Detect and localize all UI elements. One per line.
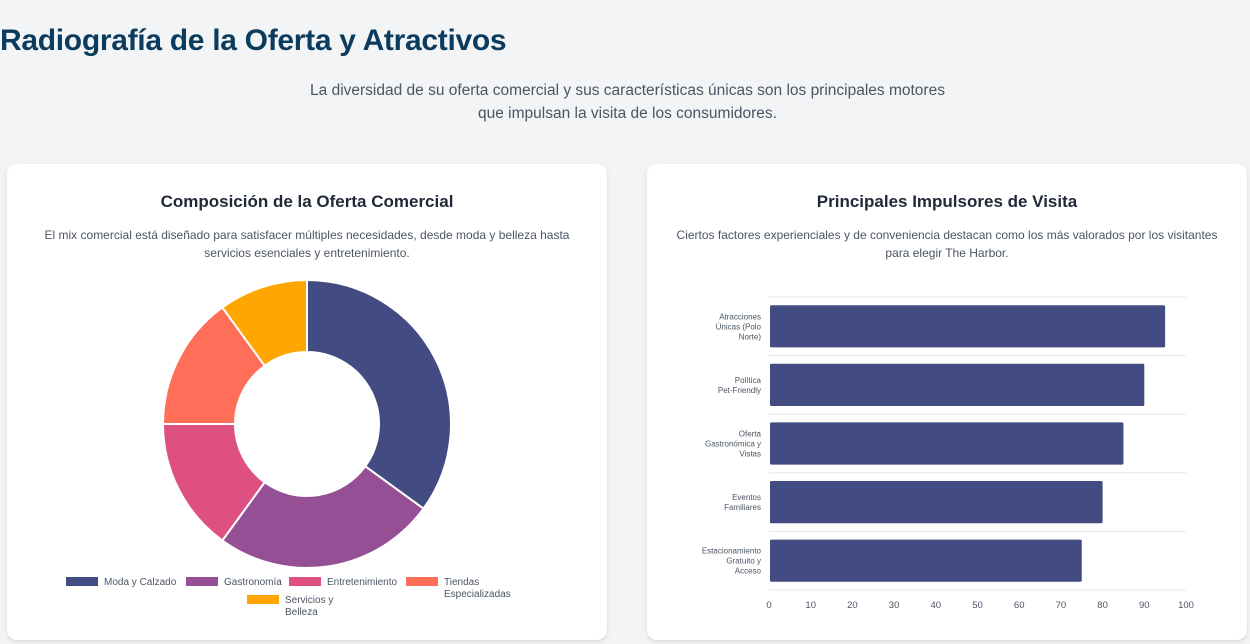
- category-label-atracciones-unicas-polo-norte: Atracciones Únicas (Polo Norte): [716, 312, 762, 341]
- horizontal-bar-chart: Atracciones Únicas (Polo Norte) Política Pet…: [702, 296, 1194, 611]
- visit-drivers-title: Principales Impulsores de Visita: [816, 192, 1078, 211]
- legend-item-entretenimiento[interactable]: Entretenimiento: [289, 577, 397, 588]
- category-label-oferta-gastronomica-y-vistas: Oferta Gastronómica y Vistas: [705, 430, 762, 459]
- legend-item-servicios-y-belleza[interactable]: Servicios y Belleza: [247, 595, 333, 618]
- x-tick-label: 20: [847, 600, 858, 611]
- legend-swatch: [186, 577, 218, 586]
- donut-slice-servicios-y-belleza[interactable]: [220, 278, 308, 368]
- legend-swatch: [406, 577, 438, 586]
- bar-oferta-gastronomica-y-vistas[interactable]: [770, 422, 1124, 465]
- donut-slice-gastronomia[interactable]: [220, 464, 425, 569]
- page-subtitle: La diversidad de su oferta comercial y s…: [310, 82, 945, 122]
- x-tick-label: 30: [889, 600, 900, 611]
- legend-swatch: [289, 577, 321, 586]
- x-tick-label: 0: [766, 600, 771, 611]
- legend-swatch: [247, 595, 279, 604]
- bar-estacionamiento-gratuito-y-acceso[interactable]: [770, 539, 1082, 582]
- x-tick-label: 50: [972, 600, 983, 611]
- offer-composition-description: El mix comercial está diseñado para sati…: [44, 228, 570, 260]
- visit-drivers-card: Principales Impulsores de Visita Ciertos…: [647, 164, 1247, 640]
- bar-atracciones-unicas-polo-norte[interactable]: [770, 305, 1166, 348]
- doughnut-chart: Moda y Calzado Gastronomía Entretenimiento…: [66, 278, 511, 618]
- offer-composition-card: Composición de la Oferta Comercial El mi…: [7, 164, 607, 640]
- x-tick-label: 90: [1139, 600, 1150, 611]
- x-tick-label: 60: [1014, 600, 1025, 611]
- legend-label: Tiendas Especializadas: [444, 577, 511, 600]
- legend-item-tiendas-especializadas[interactable]: Tiendas Especializadas: [406, 577, 511, 600]
- legend-label: Servicios y Belleza: [285, 595, 333, 618]
- legend-item-gastronomia[interactable]: Gastronomía: [186, 577, 282, 588]
- category-label-politica-pet-friendly: Política Pet-Friendly: [718, 376, 762, 395]
- legend-label: Gastronomía: [224, 577, 282, 588]
- bar-eventos-familiares[interactable]: [770, 481, 1103, 524]
- x-tick-label: 100: [1178, 600, 1194, 611]
- x-tick-label: 10: [805, 600, 816, 611]
- legend-label: Entretenimiento: [327, 577, 397, 588]
- x-tick-label: 70: [1056, 600, 1067, 611]
- legend-swatch: [66, 577, 98, 586]
- offer-composition-title: Composición de la Oferta Comercial: [160, 192, 454, 211]
- bar-politica-pet-friendly[interactable]: [770, 363, 1145, 406]
- x-tick-label: 80: [1097, 600, 1108, 611]
- page-title: Radiografía de la Oferta y Atractivos: [0, 24, 507, 57]
- category-label-eventos-familiares: Eventos Familiares: [724, 493, 761, 512]
- donut-slice-moda-y-calzado[interactable]: [306, 278, 452, 511]
- category-label-estacionamiento-gratuito-y-acceso: Estacionamiento Gratuito y Acceso: [702, 547, 762, 576]
- visit-drivers-description: Ciertos factores experienciales y de con…: [676, 228, 1218, 260]
- x-tick-label: 40: [931, 600, 942, 611]
- legend-label: Moda y Calzado: [104, 577, 177, 588]
- legend-item-moda-y-calzado[interactable]: Moda y Calzado: [66, 577, 177, 588]
